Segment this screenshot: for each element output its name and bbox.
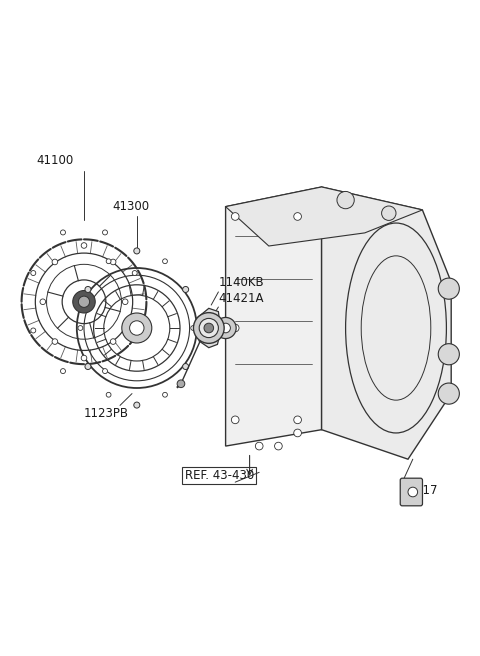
- Text: 1123PB: 1123PB: [84, 407, 129, 420]
- Circle shape: [134, 248, 140, 254]
- Text: REF. 43-430: REF. 43-430: [185, 469, 254, 482]
- Circle shape: [31, 328, 36, 333]
- Circle shape: [193, 313, 224, 343]
- Circle shape: [163, 259, 168, 264]
- Circle shape: [204, 323, 214, 333]
- Circle shape: [294, 213, 301, 220]
- Circle shape: [231, 213, 239, 220]
- Polygon shape: [226, 187, 422, 246]
- Circle shape: [122, 299, 128, 304]
- Circle shape: [337, 192, 354, 209]
- Circle shape: [60, 369, 65, 373]
- Text: 41417: 41417: [401, 484, 438, 497]
- Circle shape: [110, 338, 116, 344]
- Circle shape: [85, 363, 91, 369]
- Circle shape: [81, 243, 87, 248]
- Circle shape: [103, 230, 108, 235]
- Circle shape: [85, 287, 91, 293]
- Circle shape: [134, 402, 140, 408]
- Circle shape: [191, 325, 196, 331]
- Polygon shape: [226, 187, 322, 446]
- Text: 41100: 41100: [36, 154, 73, 167]
- Circle shape: [78, 296, 90, 308]
- Circle shape: [199, 318, 218, 338]
- Circle shape: [73, 291, 95, 313]
- Circle shape: [60, 230, 65, 235]
- Circle shape: [130, 321, 144, 335]
- Circle shape: [382, 206, 396, 220]
- Circle shape: [78, 325, 83, 331]
- Circle shape: [231, 416, 239, 424]
- Circle shape: [40, 299, 46, 304]
- Circle shape: [103, 369, 108, 373]
- Circle shape: [122, 313, 152, 343]
- Circle shape: [110, 259, 116, 265]
- Circle shape: [106, 392, 111, 397]
- Circle shape: [52, 338, 58, 344]
- Circle shape: [132, 328, 137, 333]
- Polygon shape: [197, 308, 221, 348]
- Circle shape: [163, 392, 168, 397]
- Circle shape: [255, 442, 263, 450]
- Circle shape: [183, 363, 189, 369]
- Circle shape: [294, 429, 301, 437]
- Text: 41421A: 41421A: [218, 292, 264, 305]
- Text: 41300: 41300: [113, 200, 150, 213]
- Polygon shape: [322, 187, 451, 459]
- Circle shape: [438, 344, 459, 365]
- Circle shape: [132, 270, 137, 276]
- Circle shape: [231, 324, 239, 332]
- Circle shape: [408, 487, 418, 497]
- Circle shape: [215, 318, 236, 338]
- Circle shape: [275, 442, 282, 450]
- Text: 1140KB: 1140KB: [218, 276, 264, 289]
- Circle shape: [294, 416, 301, 424]
- Circle shape: [183, 287, 189, 293]
- Circle shape: [221, 323, 230, 333]
- Circle shape: [106, 259, 111, 264]
- Circle shape: [81, 356, 87, 361]
- Circle shape: [31, 270, 36, 276]
- Circle shape: [177, 380, 185, 388]
- Circle shape: [438, 278, 459, 299]
- FancyBboxPatch shape: [400, 478, 422, 506]
- Circle shape: [438, 383, 459, 404]
- Circle shape: [52, 259, 58, 265]
